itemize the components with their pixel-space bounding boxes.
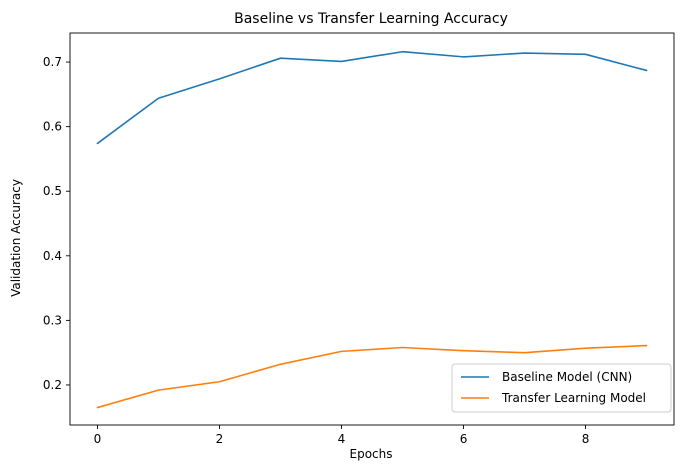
y-axis-title: Validation Accuracy [9,179,23,297]
series-line-1 [96,344,648,409]
series-line-0 [96,50,648,145]
x-tick-label: 4 [338,432,346,446]
x-axis-ticks: 0 2 4 6 8 [94,425,590,446]
y-tick-label: 0.3 [43,313,62,327]
x-tick-label: 6 [460,432,468,446]
y-tick-label: 0.2 [43,378,62,392]
y-tick-label: 0.6 [43,120,62,134]
chart-title: Baseline vs Transfer Learning Accuracy [234,11,508,27]
plot-frame [69,32,675,426]
series-layer [96,50,648,409]
x-axis-title: Epochs [350,447,393,461]
x-tick-label: 2 [216,432,224,446]
legend: Baseline Model (CNN) Transfer Learning M… [451,363,672,413]
legend-label-baseline: Baseline Model (CNN) [502,370,632,384]
y-tick-label: 0.4 [43,249,62,263]
y-tick-label: 0.5 [43,184,62,198]
x-tick-label: 0 [94,432,102,446]
y-axis-ticks: 0.2 0.3 0.4 0.5 0.6 0.7 [43,55,70,392]
y-tick-label: 0.7 [43,55,62,69]
x-tick-label: 8 [582,432,590,446]
legend-box [451,363,672,413]
plot-area: 0 2 4 6 8 0.2 0.3 0.4 0.5 0.6 0.7 [43,32,675,446]
legend-label-transfer: Transfer Learning Model [501,391,646,405]
